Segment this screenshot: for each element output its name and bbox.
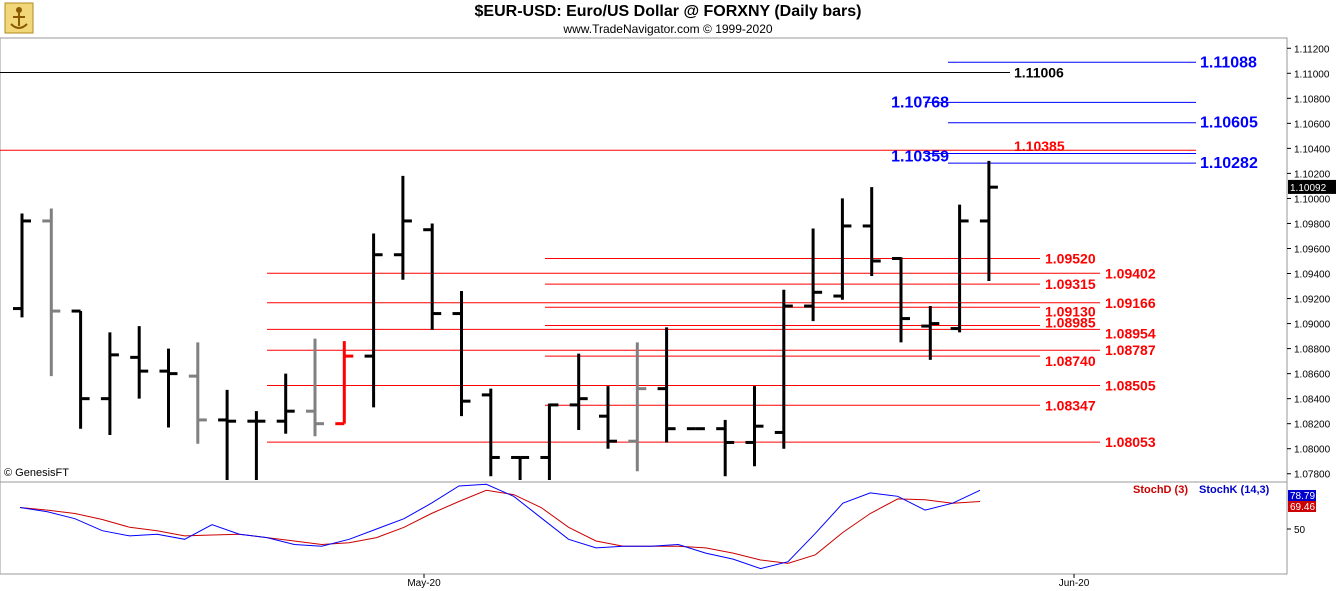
level-label: 1.08985 [1045, 314, 1096, 330]
last-price-badge [1288, 179, 1336, 194]
price-tick-label: 1.09200 [1294, 295, 1331, 306]
time-tick-label: May-20 [407, 578, 441, 589]
stoch-k-value: 78.79 [1290, 491, 1315, 502]
level-label: 1.09166 [1105, 295, 1156, 311]
level-label: 1.09315 [1045, 276, 1096, 292]
price-tick-label: 1.09000 [1294, 320, 1331, 331]
level-label: 1.10605 [1200, 115, 1258, 132]
level-lines: 1.11088 1.11006 1.10768 1.10605 1.10385 1.103… [0, 54, 1258, 450]
level-label: 1.09402 [1105, 265, 1156, 281]
price-tick-label: 1.10600 [1294, 119, 1331, 130]
price-tick-label: 1.10200 [1294, 169, 1331, 180]
level-label: 1.10385 [1014, 138, 1065, 154]
price-tick-label: 1.11000 [1294, 69, 1330, 80]
level-label: 1.10359 [891, 149, 949, 166]
data-copyright: © GenesisFT [4, 467, 69, 479]
level-label: 1.08787 [1105, 342, 1156, 358]
stoch-tick-label: 50 [1294, 525, 1306, 536]
price-tick-label: 1.10000 [1294, 194, 1331, 205]
price-tick-label: 1.10400 [1294, 144, 1331, 155]
level-label: 1.08053 [1105, 434, 1156, 450]
price-tick-label: 1.08000 [1294, 445, 1331, 456]
price-axis: 1.11200 1.11000 1.10800 1.10600 1.10400 1.102… [1287, 44, 1336, 481]
level-label: 1.10282 [1200, 155, 1258, 172]
level-label: 1.09520 [1045, 250, 1096, 266]
level-label: 1.08347 [1045, 397, 1096, 413]
price-tick-label: 1.10800 [1294, 94, 1331, 105]
level-label: 1.08954 [1105, 325, 1156, 341]
price-tick-label: 1.08800 [1294, 345, 1331, 356]
price-bars [13, 160, 998, 480]
chart-subtitle: www.TradeNavigator.com © 1999-2020 [563, 22, 773, 36]
price-tick-label: 1.07800 [1294, 470, 1331, 481]
stoch-d-legend: StochD (3) [1133, 484, 1188, 496]
stoch-k-line [19, 483, 981, 570]
price-tick-label: 1.09400 [1294, 270, 1331, 281]
stoch-d-value: 69.46 [1290, 502, 1315, 513]
stoch-d-line [19, 489, 981, 564]
level-label: 1.08740 [1045, 353, 1096, 369]
level-label: 1.11006 [1014, 65, 1064, 81]
level-label: 1.10768 [891, 94, 949, 111]
stoch-k-legend: StochK (14,3) [1199, 484, 1270, 496]
time-axis: May-20 Jun-20 [407, 574, 1090, 589]
price-tick-label: 1.09600 [1294, 244, 1331, 255]
price-tick-label: 1.09800 [1294, 219, 1331, 230]
price-tick-label: 1.08200 [1294, 420, 1331, 431]
last-price-label: 1.10092 [1290, 183, 1327, 194]
chart-header: $EUR-USD: Euro/US Dollar @ FORXNY (Daily… [0, 0, 1336, 38]
price-tick-label: 1.11200 [1294, 44, 1330, 55]
price-tick-label: 1.08600 [1294, 370, 1331, 381]
time-tick-label: Jun-20 [1059, 578, 1090, 589]
price-tick-label: 1.08400 [1294, 395, 1331, 406]
stoch-d-badge [1288, 501, 1316, 512]
level-label: 1.08505 [1105, 378, 1156, 394]
stoch-k-badge [1288, 490, 1316, 501]
level-label: 1.11088 [1200, 54, 1257, 71]
level-label: 1.09130 [1045, 303, 1096, 319]
trade-navigator-logo-icon [4, 2, 34, 34]
chart-title: $EUR-USD: Euro/US Dollar @ FORXNY (Daily… [474, 3, 862, 20]
